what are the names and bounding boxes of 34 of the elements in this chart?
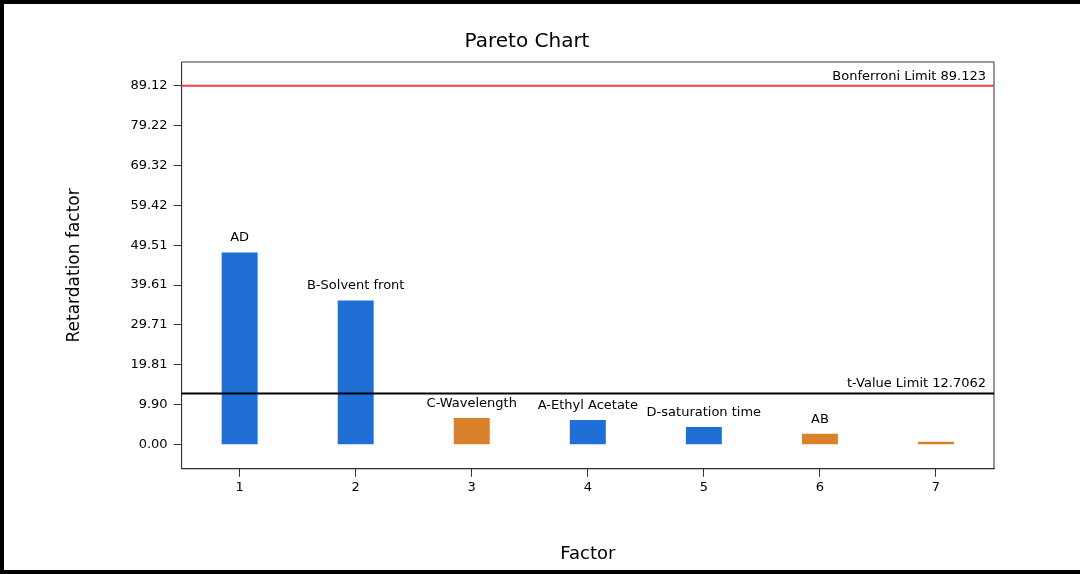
bar [221,252,258,445]
bar [337,300,374,445]
y-tick-label: 39.61 [130,276,168,292]
x-tick-label: 6 [815,478,825,494]
bar [801,433,838,445]
bar [453,418,490,445]
y-axis-title: Retardation factor [62,188,83,343]
x-tick-label: 5 [699,478,708,494]
bar [569,420,606,445]
ref-line-label: Bonferroni Limit 89.123 [832,67,986,83]
annotation: C-Wavelength [426,394,517,410]
y-tick-label: 69.32 [130,156,168,172]
y-tick-label: 49.51 [130,236,168,252]
x-tick-label: 7 [931,478,941,494]
x-axis-title: Factor [560,541,616,563]
y-tick-label: 89.12 [130,77,168,93]
x-tick-label: 1 [235,478,244,494]
y-tick-label: 19.81 [130,356,168,372]
chart-title: Pareto Chart [464,28,590,53]
bar [685,426,722,445]
y-tick-label: 0.00 [138,436,168,452]
annotation: AD [230,229,250,245]
x-tick-label: 2 [351,478,360,494]
y-tick-label: 9.90 [138,396,168,412]
annotation: B-Solvent front [306,277,405,293]
ref-line-label: t-Value Limit 12.7062 [847,375,986,391]
x-tick-label: 4 [583,478,592,494]
annotation: D-saturation time [646,403,762,419]
y-tick-label: 59.42 [130,196,168,212]
y-tick-label: 29.71 [130,316,168,332]
y-tick-label: 79.22 [130,116,168,132]
annotation: AB [811,410,829,426]
annotation: A-Ethyl Acetate [537,396,638,412]
x-tick-label: 3 [467,478,476,494]
